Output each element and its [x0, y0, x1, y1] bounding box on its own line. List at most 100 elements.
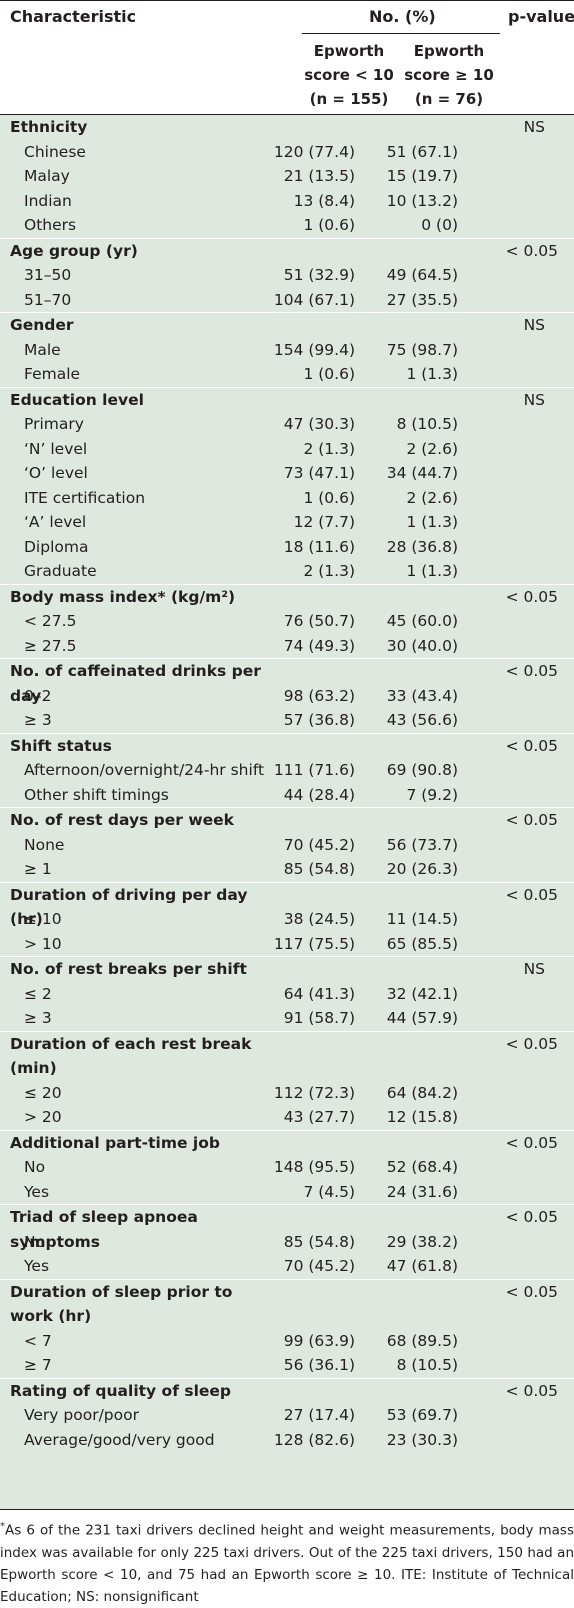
table-row: ≥ 1 85 (54.8) 20 (26.3)	[0, 857, 574, 882]
p-value-cell: NS	[523, 390, 545, 409]
row-label: Yes	[24, 1182, 50, 1201]
table-row: Yes 70 (45.2) 47 (61.8)	[0, 1254, 574, 1279]
table-row: ‘N’ level 2 (1.3) 2 (2.6)	[0, 437, 574, 462]
row-label: ≤ 20	[24, 1083, 62, 1102]
epworth-high-cell: 23 (30.3)	[386, 1430, 458, 1449]
table-bottom-divider	[0, 1509, 574, 1510]
p-value-cell: NS	[523, 118, 545, 136]
epworth-high-cell: 68 (89.5)	[386, 1331, 458, 1350]
row-label: ≤ 10	[24, 910, 62, 928]
row-label: Afternoon/overnight/24-hr shift	[24, 761, 265, 779]
table-row: Chinese 120 (77.4) 51 (67.1)	[0, 140, 574, 165]
category-label: Gender	[10, 316, 74, 334]
epworth-low-cell: 44 (28.4)	[283, 785, 355, 804]
category-row: Shift status < 0.05	[0, 732, 574, 759]
epworth-low-cell: 70 (45.2)	[283, 1257, 355, 1275]
epworth-high-cell: 69 (90.8)	[386, 761, 458, 779]
header-col1-line2: score < 10	[304, 66, 394, 84]
row-label: ≥ 3	[24, 711, 52, 729]
table-row: Primary 47 (30.3) 8 (10.5)	[0, 412, 574, 437]
category-label: Body mass index* (kg/m²)	[10, 587, 236, 606]
epworth-high-cell: 53 (69.7)	[386, 1406, 458, 1424]
epworth-low-cell: 13 (8.4)	[293, 191, 355, 210]
header-epworth-high: Epworth score ≥ 10 (n = 76)	[399, 39, 499, 111]
epworth-low-cell: 51 (32.9)	[283, 266, 355, 284]
epworth-low-cell: 73 (47.1)	[283, 464, 355, 482]
header-divider	[302, 33, 500, 34]
table-row: ≥ 7 56 (36.1) 8 (10.5)	[0, 1353, 574, 1378]
epworth-high-cell: 8 (10.5)	[396, 415, 458, 433]
epworth-high-cell: 64 (84.2)	[386, 1083, 458, 1102]
category-label: Duration of sleep prior to work (hr)	[10, 1282, 233, 1326]
header-col1-line3: (n = 155)	[309, 90, 389, 108]
epworth-high-cell: 43 (56.6)	[386, 711, 458, 729]
header-col2-line2: score ≥ 10	[404, 66, 494, 84]
p-value-cell: < 0.05	[505, 885, 558, 904]
epworth-high-cell: 49 (64.5)	[386, 266, 458, 284]
epworth-low-cell: 57 (36.8)	[283, 711, 355, 729]
epworth-high-cell: 51 (67.1)	[386, 142, 458, 161]
header-characteristic: Characteristic	[10, 7, 137, 26]
table-row: < 7 99 (63.9) 68 (89.5)	[0, 1329, 574, 1354]
epworth-high-cell: 32 (42.1)	[386, 984, 458, 1003]
epworth-low-cell: 85 (54.8)	[283, 860, 355, 878]
table-row: ‘A’ level 12 (7.7) 1 (1.3)	[0, 510, 574, 535]
category-row: Ethnicity NS	[0, 115, 574, 140]
epworth-low-cell: 47 (30.3)	[283, 415, 355, 433]
table-row: Malay 21 (13.5) 15 (19.7)	[0, 164, 574, 189]
epworth-high-cell: 24 (31.6)	[386, 1182, 458, 1201]
p-value-cell: < 0.05	[505, 736, 558, 755]
epworth-high-cell: 30 (40.0)	[386, 636, 458, 655]
p-value-cell: < 0.05	[505, 1381, 558, 1400]
table-row: Very poor/poor 27 (17.4) 53 (69.7)	[0, 1403, 574, 1428]
row-label: Chinese	[24, 142, 86, 161]
epworth-low-cell: 12 (7.7)	[293, 513, 355, 531]
table-row: > 20 43 (27.7) 12 (15.8)	[0, 1105, 574, 1130]
epworth-high-cell: 65 (85.5)	[386, 934, 458, 953]
footnote-text: As 6 of the 231 taxi drivers declined he…	[0, 1522, 574, 1605]
epworth-low-cell: 99 (63.9)	[283, 1331, 355, 1350]
row-label: Other shift timings	[24, 785, 169, 804]
epworth-low-cell: 128 (82.6)	[273, 1430, 355, 1449]
row-label: No	[24, 1158, 46, 1176]
table-row: 51–70 104 (67.1) 27 (35.5)	[0, 288, 574, 313]
row-label: ‘A’ level	[24, 513, 87, 531]
category-row: No. of rest days per week < 0.05	[0, 807, 574, 833]
row-label: Female	[24, 365, 81, 383]
category-label: Education level	[10, 390, 144, 409]
category-label: Duration of each rest break (min)	[10, 1034, 252, 1078]
epworth-low-cell: 120 (77.4)	[273, 142, 355, 161]
p-value-cell: < 0.05	[505, 811, 558, 829]
epworth-high-cell: 52 (68.4)	[386, 1158, 458, 1176]
epworth-low-cell: 91 (58.7)	[283, 1009, 355, 1027]
category-row: Education level NS	[0, 386, 574, 413]
header-col2-line1: Epworth	[413, 42, 485, 60]
table-row: ≥ 3 57 (36.8) 43 (56.6)	[0, 708, 574, 733]
category-label: No. of rest days per week	[10, 811, 234, 829]
table-row: Afternoon/overnight/24-hr shift 111 (71.6…	[0, 758, 574, 783]
epworth-low-cell: 64 (41.3)	[283, 984, 355, 1003]
p-value-cell: < 0.05	[505, 1208, 558, 1226]
epworth-low-cell: 56 (36.1)	[283, 1356, 355, 1374]
table-row: None 70 (45.2) 56 (73.7)	[0, 833, 574, 858]
category-row: Gender NS	[0, 312, 574, 338]
table-footnote: *As 6 of the 231 taxi drivers declined h…	[0, 1516, 574, 1608]
epworth-high-cell: 1 (1.3)	[406, 562, 458, 580]
footnote-marker: *	[0, 1521, 5, 1532]
epworth-low-cell: 98 (63.2)	[283, 686, 355, 705]
epworth-high-cell: 56 (73.7)	[386, 835, 458, 854]
results-table: Characteristic No. (%) p-value Epworth s…	[0, 0, 574, 1509]
category-label: No. of caffeinated drinks per day	[10, 662, 261, 705]
epworth-high-cell: 27 (35.5)	[386, 290, 458, 309]
epworth-low-cell: 1 (0.6)	[303, 216, 355, 234]
epworth-high-cell: 28 (36.8)	[386, 537, 458, 556]
table-row: Average/good/very good 128 (82.6) 23 (30.3…	[0, 1428, 574, 1453]
epworth-low-cell: 74 (49.3)	[283, 636, 355, 655]
p-value-cell: NS	[523, 960, 545, 978]
epworth-high-cell: 45 (60.0)	[386, 612, 458, 630]
row-label: ‘O’ level	[24, 464, 88, 482]
epworth-high-cell: 7 (9.2)	[406, 785, 458, 804]
row-label: 0–2	[24, 686, 52, 705]
row-label: Yes	[24, 1257, 50, 1275]
category-label: Duration of driving per day (hr)	[10, 885, 248, 929]
